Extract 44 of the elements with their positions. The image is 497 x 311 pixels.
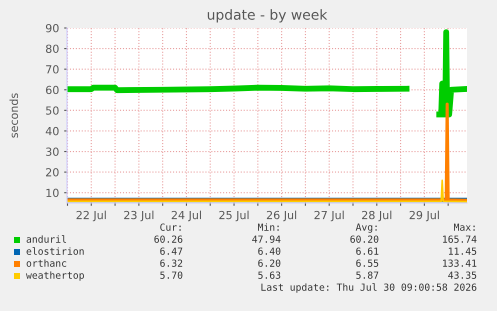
legend-label: weathertop	[26, 271, 84, 281]
text: 6.61	[356, 247, 378, 255]
y-tick-label: 30	[46, 148, 59, 156]
text: 6.40	[258, 247, 280, 255]
text: 5.70	[160, 271, 182, 279]
text: Min:	[258, 223, 279, 231]
text: 43.35	[448, 271, 476, 279]
y-axis-title: seconds	[9, 93, 18, 138]
text: Last update: Thu Jul 30 09:00:58 2026	[261, 283, 476, 293]
text: 6.32	[160, 259, 182, 267]
legend-label: elostirion	[26, 247, 84, 255]
text: 6.47	[160, 247, 182, 255]
text: 6.20	[258, 259, 280, 267]
y-tick-label: 80	[46, 44, 59, 53]
x-tick-label: 28 Jul	[362, 210, 392, 222]
text: 6.55	[356, 259, 378, 267]
text: Max:	[454, 224, 475, 231]
x-tick-label: 24 Jul	[172, 210, 201, 222]
chart-title: update - by week	[208, 9, 328, 23]
y-tick-label: 90	[46, 24, 59, 32]
x-tick-label: 26 Jul	[266, 210, 296, 222]
x-tick-label: 29 Jul	[410, 210, 439, 222]
text: 60.20	[350, 235, 378, 243]
legend-label: anduril	[26, 235, 66, 243]
y-tick-label: 70	[46, 65, 59, 74]
x-tick-label: 22 Jul	[76, 210, 106, 222]
x-tick-label: 25 Jul	[219, 210, 249, 222]
legend-label: orthanc	[26, 259, 66, 267]
y-tick-label: 20	[46, 168, 59, 176]
text: 47.94	[252, 235, 281, 243]
text: Avg:	[356, 224, 377, 233]
text: 5.63	[258, 271, 280, 279]
y-tick-label: 10	[46, 188, 59, 198]
x-tick-label: 27 Jul	[314, 210, 344, 222]
text: 5.87	[356, 271, 378, 279]
text: 11.45	[448, 248, 476, 255]
text: 165.74	[443, 235, 477, 243]
y-tick-label: 60	[46, 86, 59, 94]
y-tick-label: 40	[46, 126, 59, 136]
text: 60.26	[154, 235, 182, 243]
text: Cur:	[160, 223, 181, 231]
y-tick-label: 50	[46, 106, 59, 115]
x-tick-label: 23 Jul	[124, 210, 154, 222]
text: 133.41	[443, 259, 476, 267]
